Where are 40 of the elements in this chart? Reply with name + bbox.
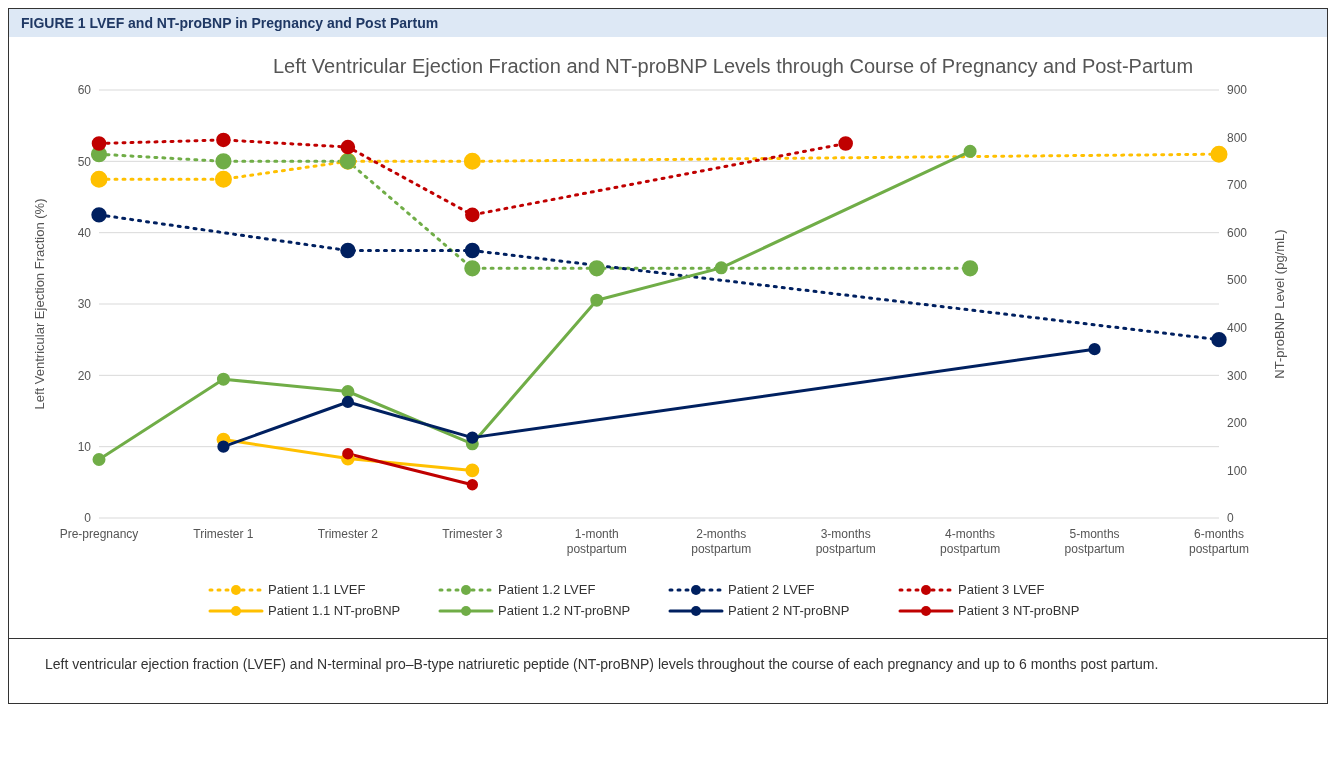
x-tick-label: 3-months postpartum: [815, 527, 876, 556]
legend-label: Patient 1.1 NT-proBNP: [268, 603, 401, 618]
y-tick-label: 30: [77, 297, 92, 312]
y-tick-label: 10: [77, 439, 92, 454]
legend-label: Patient 1.2 NT-proBNP: [498, 603, 631, 618]
y-axis-title: Left Ventricular Ejection Fraction (%): [31, 198, 47, 410]
y2-tick-label: 0: [1227, 511, 1234, 526]
legend-label: Patient 3 NT-proBNP: [958, 603, 1080, 618]
x-tick-label: Trimester 2: [317, 527, 379, 541]
x-tick-label: 5-months postpartum: [1064, 527, 1125, 556]
chart-title: FIGURE 1 LVEF and NT-proBNP in Pregnancy and Post Partum: [9, 9, 1327, 37]
y-tick-label: 50: [77, 154, 92, 169]
y2-tick-label: 700: [1227, 178, 1248, 193]
text: Left ventricular ejection fraction (LVEF) and N-terminal pro–B-type natriuretic peptide (NT-proBNP) levels throughout the course of each pregnancy and up to 6 months post partum.: [44, 655, 1160, 674]
legend-label: Patient 1.1 LVEF: [268, 582, 366, 597]
y-tick-label: 60: [77, 83, 92, 98]
x-tick-label: Trimester 3: [442, 527, 503, 541]
x-tick-label: Pre-pregnancy: [59, 527, 139, 541]
legend-label: Patient 2 LVEF: [728, 582, 815, 597]
x-tick-label: 1-month postpartum: [566, 527, 627, 556]
y-tick-label: 20: [77, 368, 92, 383]
y2-tick-label: 600: [1227, 225, 1248, 240]
x-tick-label: 6-months postpartum: [1188, 527, 1250, 556]
legend-label: Patient 1.2 LVEF: [498, 582, 596, 597]
x-tick-label: Trimester 1: [193, 527, 254, 541]
x-tick-label: 2-months postpartum: [691, 527, 752, 556]
y2-axis-title: NT-proBNP Level (pg/mL): [1271, 229, 1287, 379]
chart-subtitle: Left Ventricular Ejection Fraction and NT-proBNP Levels through Course of Pregnancy and Post-Partum: [271, 55, 1195, 78]
y2-tick-label: 300: [1227, 368, 1248, 383]
y2-tick-label: 800: [1227, 130, 1248, 145]
y2-tick-label: 100: [1227, 463, 1248, 478]
y2-tick-label: 200: [1227, 416, 1248, 431]
y-tick-label: 40: [77, 225, 92, 240]
y2-tick-label: 900: [1227, 83, 1248, 98]
y2-tick-label: 400: [1227, 321, 1248, 336]
y2-tick-label: 500: [1227, 273, 1248, 288]
legend-label: Patient 3 LVEF: [958, 582, 1045, 597]
legend-label: Patient 2 NT-proBNP: [728, 603, 850, 618]
x-tick-label: 4-months postpartum: [940, 527, 1001, 556]
y-tick-label: 0: [84, 511, 92, 526]
